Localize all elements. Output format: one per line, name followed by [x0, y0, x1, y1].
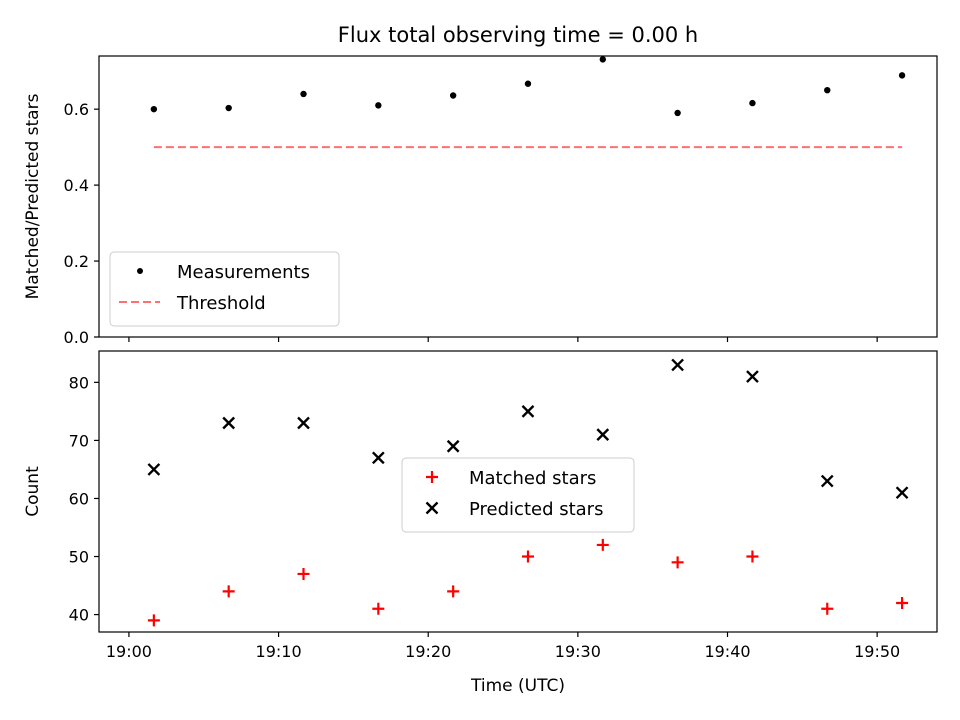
- predicted-stars-point: [820, 474, 834, 488]
- measurement-point: [449, 92, 457, 99]
- legend-marker: [425, 501, 439, 515]
- measurement-point: [898, 72, 906, 79]
- predicted-stars-point: [521, 405, 535, 418]
- legend-label: Measurements: [177, 262, 310, 283]
- y-axis-label: Matched/Predicted stars: [23, 93, 43, 299]
- top-panel: Flux total observing time = 0.00 h 0.0 0.2…: [23, 23, 938, 347]
- legend: Matched stars Predicted stars: [401, 457, 635, 533]
- measurement-point: [674, 109, 681, 117]
- predicted-stars-point: [746, 370, 759, 383]
- predicted-stars-point: [222, 416, 236, 430]
- legend-label: Threshold: [176, 293, 266, 314]
- legend: Measurements Threshold: [109, 251, 340, 327]
- predicted-stars-point: [147, 463, 161, 476]
- legend-marker: [426, 471, 438, 483]
- predicted-stars-point: [895, 486, 909, 500]
- measurement-point: [749, 99, 756, 107]
- x-tick-label: 19:30: [555, 642, 601, 661]
- x-tick-label: 19:40: [704, 642, 750, 661]
- measurement-point: [225, 104, 232, 112]
- x-tick-label: 19:10: [256, 642, 302, 661]
- predicted-stars-point: [446, 439, 460, 453]
- legend-box: [109, 251, 340, 327]
- measurement-point: [150, 105, 158, 113]
- y-tick-label: 0.4: [64, 176, 89, 195]
- legend-marker: [137, 268, 143, 274]
- matched-stars-point: [222, 585, 235, 598]
- measurement-point: [824, 86, 831, 94]
- predicted-stars-point: [297, 416, 310, 430]
- measurement-point: [599, 56, 606, 63]
- chart-title: Flux total observing time = 0.00 h: [338, 23, 698, 47]
- predicted-stars-point: [371, 451, 385, 465]
- legend-box: [401, 457, 635, 533]
- y-tick-label: 0.0: [64, 328, 89, 347]
- measurement-point: [524, 80, 532, 87]
- y-tick-label: 0.6: [64, 100, 89, 119]
- y-tick-label: 70: [69, 431, 89, 450]
- x-tick-label: 19:00: [106, 642, 152, 661]
- matched-stars-point: [596, 538, 609, 551]
- x-tick-label: 19:20: [405, 642, 451, 661]
- bottom-panel: 19:00 19:10 19:20 19:30 19:40 19:50 40 50 60 70 80…: [23, 350, 938, 696]
- predicted-stars-point: [671, 358, 684, 372]
- legend-label: Predicted stars: [469, 499, 603, 520]
- matched-stars-point: [746, 550, 759, 563]
- matched-stars-point: [521, 550, 534, 563]
- y-tick-label: 60: [69, 489, 89, 508]
- plot-frame: [98, 350, 938, 633]
- matched-stars-point: [447, 585, 460, 598]
- x-tick-label: 19:50: [854, 642, 900, 661]
- y-tick-label: 0.2: [64, 252, 89, 271]
- legend-label: Matched stars: [469, 468, 596, 489]
- measurement-point: [300, 90, 307, 98]
- matched-stars-point: [372, 602, 385, 615]
- y-axis-label: Count: [23, 466, 43, 517]
- matched-stars-point: [297, 567, 310, 580]
- matched-stars-point: [147, 614, 160, 627]
- matched-stars-point: [821, 602, 834, 615]
- y-tick-label: 50: [69, 548, 89, 567]
- x-axis-label: Time (UTC): [470, 676, 565, 696]
- matched-stars-point: [896, 596, 909, 609]
- predicted-stars-point: [596, 428, 610, 441]
- plot-frame: [98, 55, 938, 338]
- y-tick-label: 80: [69, 373, 89, 392]
- matched-stars-point: [671, 556, 684, 569]
- y-tick-label: 40: [69, 606, 89, 625]
- measurement-point: [375, 102, 382, 109]
